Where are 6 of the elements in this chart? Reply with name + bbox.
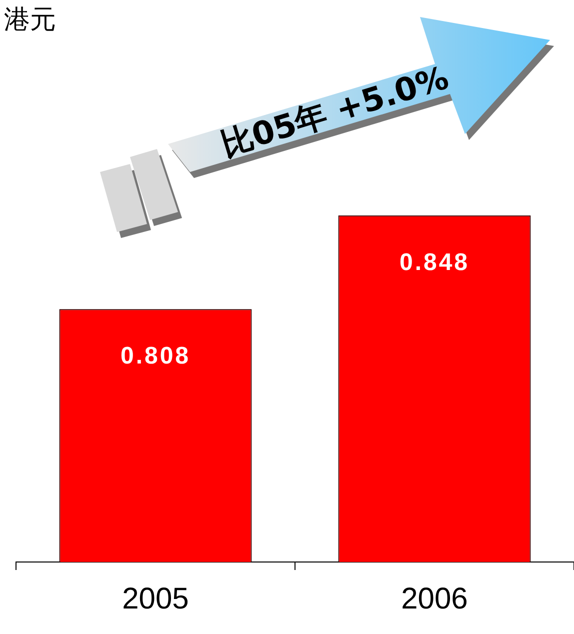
- x-tick-label: 2005: [122, 582, 189, 616]
- chart-title: 港元: [4, 4, 56, 37]
- data-label: 0.848: [399, 249, 470, 276]
- x-tick-label: 2006: [401, 582, 468, 616]
- annotation: 比05年 +5.0%: [216, 58, 454, 166]
- data-label: 0.808: [120, 342, 191, 370]
